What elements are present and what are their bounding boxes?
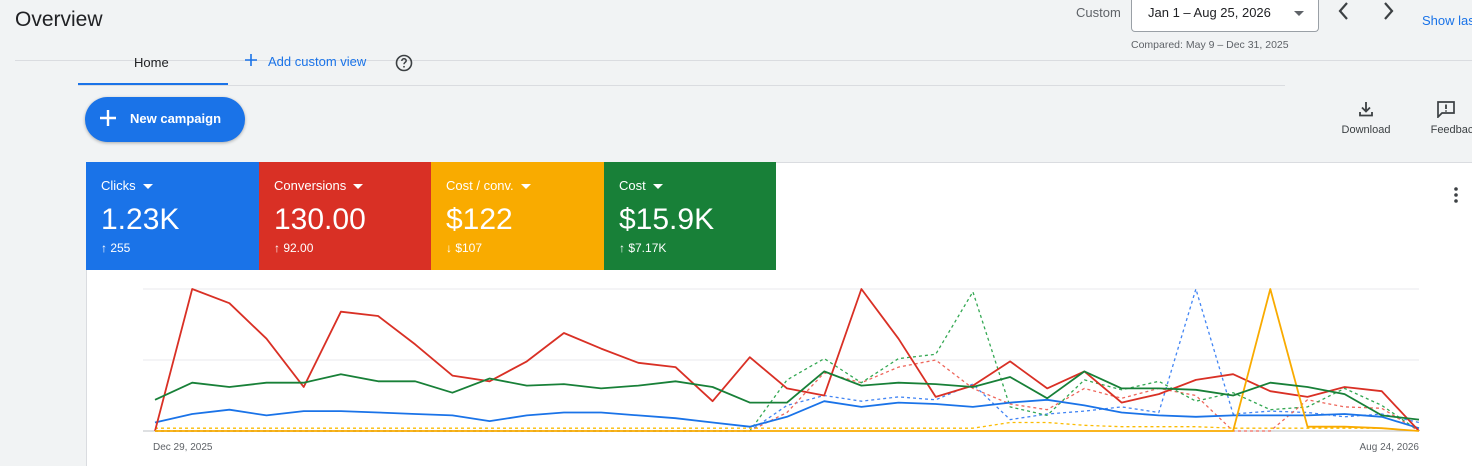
new-campaign-button[interactable]: New campaign [85,97,245,142]
x-axis-start-label: Dec 29, 2025 [153,442,213,453]
add-custom-view-label: Add custom view [268,54,367,69]
metric-tile-clicks[interactable]: Clicks 1.23K ↑ 255 [86,162,259,270]
metric-name[interactable]: Conversions [274,178,364,193]
series-line-cost-conv [155,288,1420,432]
caret-down-icon [1294,11,1304,16]
feedback-icon [1437,101,1455,118]
date-range-label: Custom [1076,5,1121,20]
metric-delta: ↑ $7.17K [619,241,667,255]
dropdown-arrow-icon [652,184,663,190]
show-last-link[interactable]: Show las [1422,13,1472,28]
performance-chart: Dec 29, 2025 Aug 24, 2026 [143,288,1420,453]
more-options-icon[interactable] [1450,185,1462,205]
download-button[interactable]: Download [1334,100,1398,136]
metric-name[interactable]: Clicks [101,178,153,193]
feedback-button[interactable]: Feedbac [1422,100,1472,136]
tab-active-indicator [78,83,228,85]
metric-tile-cost-per-conv[interactable]: Cost / conv. $122 ↓ $107 [431,162,604,270]
date-range-select[interactable]: Jan 1 – Aug 25, 2026 [1131,0,1319,32]
metric-tile-conversions[interactable]: Conversions 130.00 ↑ 92.00 [259,162,431,270]
x-axis-end-label: Aug 24, 2026 [1360,442,1420,453]
metric-name[interactable]: Cost [619,178,663,193]
metric-value: $122 [446,203,513,236]
plus-icon [100,110,116,126]
compared-date-range: Compared: May 9 – Dec 31, 2025 [1131,39,1289,51]
tabs-divider [78,85,1285,86]
dropdown-arrow-icon [142,184,153,190]
chevron-left-icon[interactable] [1333,0,1355,22]
metric-delta: ↑ 92.00 [274,241,314,255]
series-line-cost-conv-compared [155,421,1420,432]
metric-delta: ↓ $107 [446,241,483,255]
chevron-right-icon[interactable] [1378,0,1400,22]
dropdown-arrow-icon [353,184,364,190]
download-icon [1359,102,1373,117]
header-divider [15,60,1472,61]
page-title: Overview [15,8,103,31]
metric-tile-cost[interactable]: Cost $15.9K ↑ $7.17K [604,162,776,270]
add-custom-view-tab[interactable]: Add custom view [245,54,366,74]
metric-value: 130.00 [274,203,366,236]
plus-icon [245,54,257,69]
dropdown-arrow-icon [520,184,531,190]
help-icon[interactable] [395,54,413,72]
metric-delta: ↑ 255 [101,241,131,255]
download-label: Download [1341,124,1391,136]
metric-name[interactable]: Cost / conv. [446,178,531,193]
date-range-value: Jan 1 – Aug 25, 2026 [1148,5,1271,20]
series-line-cost [154,370,1420,421]
metric-value: $15.9K [619,203,715,236]
feedback-label: Feedbac [1430,124,1472,136]
tab-home[interactable]: Home [78,54,228,85]
tab-home-label: Home [134,55,169,70]
series-line-clicks [154,398,1420,430]
series-line-conversions [154,288,1420,432]
metric-value: 1.23K [101,203,180,236]
chart-series [154,288,1420,432]
new-campaign-label: New campaign [130,111,222,126]
